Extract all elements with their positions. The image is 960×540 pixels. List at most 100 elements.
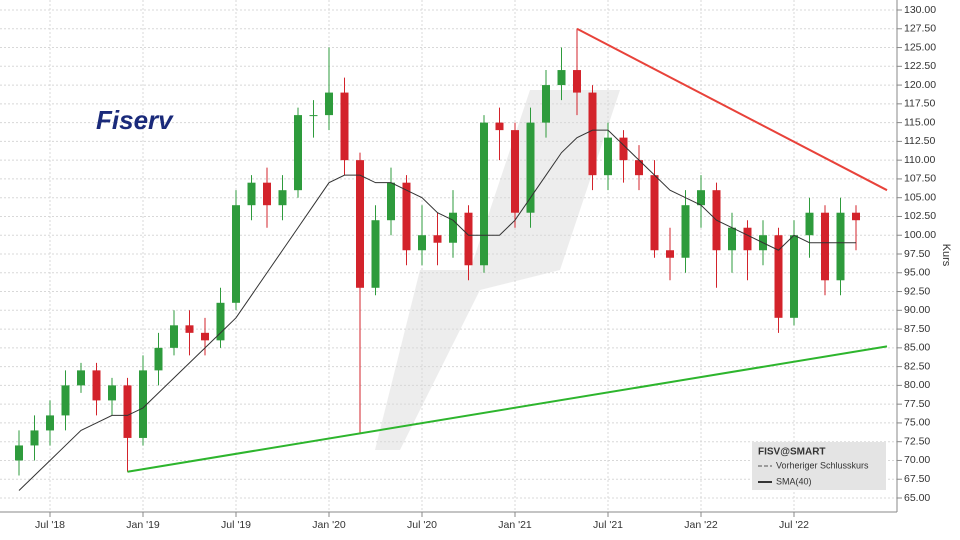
y-tick-label: 85.00: [904, 342, 930, 354]
candle-body: [46, 415, 54, 431]
candle-body: [480, 122, 488, 266]
candle-body: [697, 190, 705, 206]
x-tick-label: Jul '21: [593, 519, 623, 531]
y-tick-label: 130.00: [904, 4, 936, 16]
candle-body: [309, 115, 318, 117]
candle-body: [743, 227, 752, 251]
x-tick-label: Jan '21: [498, 519, 532, 531]
y-tick-label: 72.50: [904, 435, 930, 447]
candle-body: [247, 182, 256, 206]
trend-line: [127, 345, 888, 473]
legend-entry: SMA(40): [776, 476, 812, 486]
y-tick-label: 117.50: [904, 98, 935, 110]
y-tick-label: 82.50: [904, 360, 930, 372]
candle-body: [92, 370, 101, 401]
y-tick-label: 77.50: [904, 398, 930, 410]
y-tick-label: 115.00: [904, 116, 935, 128]
candle-body: [15, 445, 23, 461]
candle-body: [387, 182, 395, 221]
y-tick-label: 67.50: [904, 473, 930, 485]
y-axis-label: Kurs: [940, 244, 952, 267]
grid: 65.00 67.50 70.00 72.50 75.00 77.50 80.00 82.50…: [0, 0, 936, 531]
candle-body: [449, 212, 457, 243]
candle-body: [774, 235, 783, 318]
y-tick-label: 97.50: [904, 248, 930, 260]
plot: [15, 27, 888, 491]
candle-body: [108, 385, 116, 401]
chart-title: Fiserv: [96, 105, 174, 135]
y-tick-label: 107.50: [904, 173, 936, 185]
y-tick-label: 127.50: [904, 23, 936, 35]
y-tick-label: 95.00: [904, 267, 930, 279]
watermark: [335, 90, 620, 450]
candle-body: [216, 302, 225, 341]
candle-body: [650, 175, 659, 251]
candle-body: [170, 325, 178, 348]
candle-body: [185, 325, 194, 333]
y-tick-label: 65.00: [904, 492, 930, 504]
candle-body: [464, 212, 473, 266]
candle-body: [728, 227, 736, 251]
candle-body: [433, 235, 442, 243]
candle-body: [666, 250, 674, 258]
candle-body: [526, 122, 535, 213]
y-tick-label: 102.50: [904, 210, 936, 222]
y-tick-label: 120.00: [904, 79, 936, 91]
legend-entry: Vorheriger Schlusskurs: [776, 460, 869, 470]
candle-body: [588, 92, 597, 176]
y-tick-label: 110.00: [904, 154, 935, 166]
x-tick-label: Jul '19: [221, 519, 251, 531]
legend-title: FISV@SMART: [758, 447, 826, 458]
candle-body: [852, 212, 860, 221]
candle-body: [325, 92, 333, 116]
candle-body: [821, 212, 829, 281]
sma-line: [18, 129, 856, 491]
x-tick-label: Jul '22: [779, 519, 809, 531]
y-tick-label: 90.00: [904, 304, 930, 316]
x-tick-label: Jul '18: [35, 519, 65, 531]
trend-line: [576, 27, 888, 192]
x-tick-label: Jan '20: [312, 519, 346, 531]
candle-body: [154, 347, 163, 371]
candle-body: [139, 370, 147, 438]
y-tick-label: 105.00: [904, 191, 936, 203]
candle-body: [495, 122, 504, 131]
candle-body: [542, 85, 550, 123]
candle-body: [604, 137, 612, 176]
candle-body: [418, 235, 426, 251]
candle-body: [635, 160, 643, 176]
candle-body: [619, 137, 628, 161]
candle-body: [836, 212, 845, 281]
candle-body: [371, 220, 380, 288]
candle-body: [557, 70, 566, 86]
candle-body: [61, 385, 70, 416]
candle-body: [278, 190, 287, 206]
candle-body: [201, 332, 209, 341]
candle-body: [356, 160, 364, 288]
y-tick-label: 92.50: [904, 285, 930, 297]
y-tick-label: 100.00: [904, 229, 936, 241]
y-tick-label: 75.00: [904, 417, 930, 429]
candle-body: [805, 212, 814, 236]
x-tick-label: Jul '20: [407, 519, 437, 531]
candle-body: [402, 182, 411, 251]
candle-body: [340, 92, 349, 161]
x-tick-label: Jan '22: [684, 519, 718, 531]
y-tick-label: 125.00: [904, 41, 936, 53]
y-tick-label: 70.00: [904, 454, 930, 466]
candle-body: [790, 235, 798, 318]
y-tick-label: 122.50: [904, 60, 936, 72]
legend-box: [752, 442, 886, 490]
candle-body: [232, 205, 240, 303]
candle-body: [294, 115, 302, 191]
y-tick-label: 112.50: [904, 135, 935, 147]
candle-body: [30, 430, 39, 446]
y-tick-label: 87.50: [904, 323, 930, 335]
candle-body: [681, 205, 690, 258]
candle-body: [123, 385, 132, 438]
candle-body: [263, 182, 271, 206]
legend: FISV@SMART Vorheriger Schlusskurs SMA(40…: [752, 442, 886, 490]
x-tick-label: Jan '19: [126, 519, 160, 531]
y-tick-label: 80.00: [904, 379, 930, 391]
